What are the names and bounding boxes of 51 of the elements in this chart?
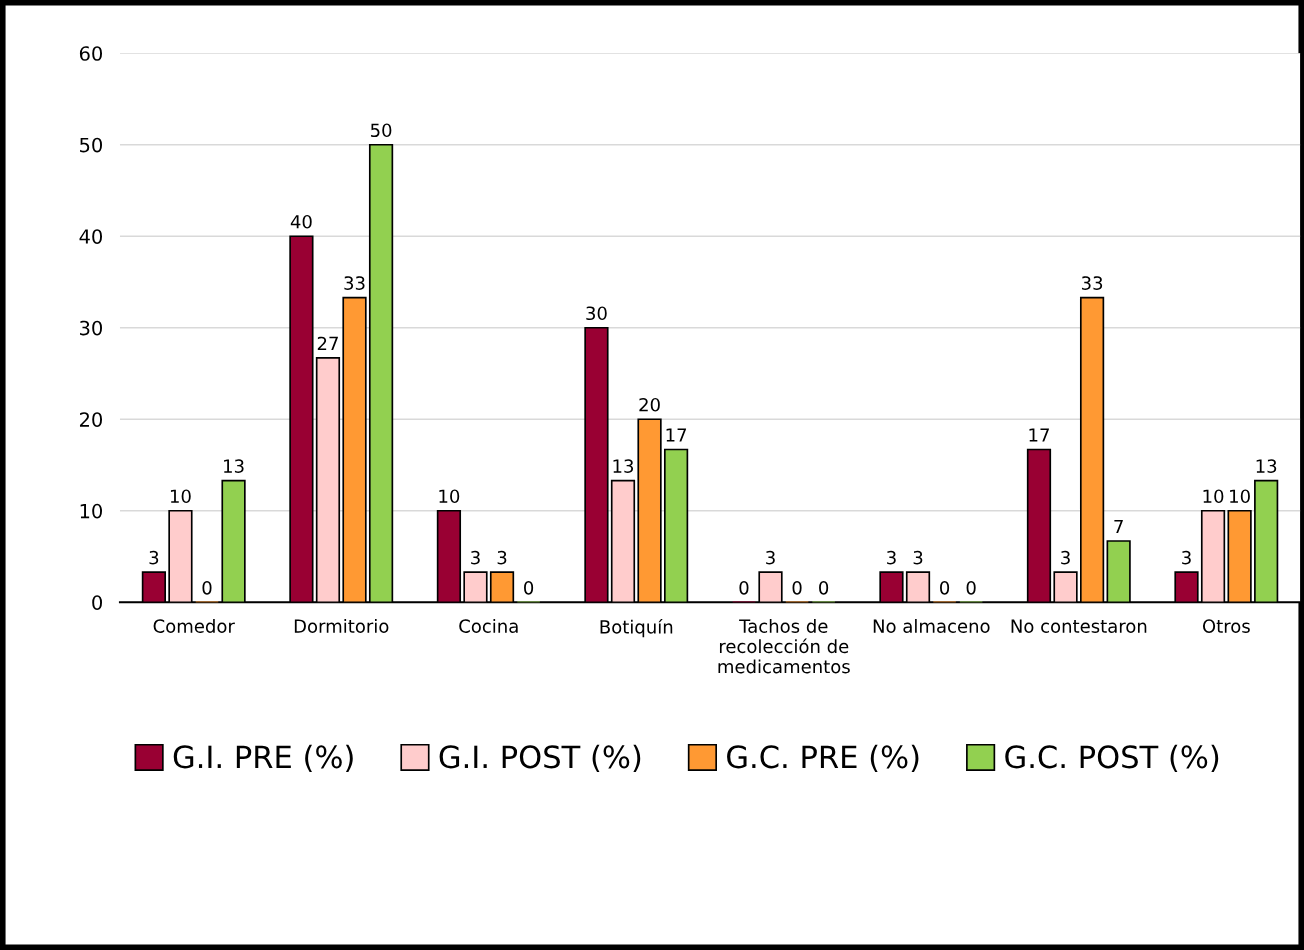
data-label: 33: [1081, 276, 1103, 290]
y-tick-label: 40: [79, 229, 103, 244]
data-label: 0: [819, 580, 829, 595]
y-tick-label: 20: [79, 412, 103, 427]
legend-label: G.C. POST (%): [1005, 744, 1219, 772]
x-tick-label: Botiquín: [600, 618, 673, 638]
data-label: 10: [170, 489, 191, 504]
data-label: 3: [1182, 550, 1191, 565]
data-label: 3: [1061, 550, 1070, 565]
data-label: 27: [317, 336, 338, 351]
data-label: 17: [666, 428, 687, 442]
x-tick-label: Comedor: [153, 618, 235, 633]
data-label: 0: [524, 580, 534, 595]
data-label: 10: [439, 489, 460, 504]
y-tick-label: 0: [92, 595, 103, 610]
data-label: 13: [224, 459, 244, 473]
data-label: 0: [966, 580, 976, 595]
y-tick-label: 50: [80, 137, 103, 153]
x-tick-label: Otros: [1202, 619, 1250, 633]
data-label: 13: [613, 459, 634, 473]
y-tick-label: 30: [80, 320, 103, 336]
data-label: 3: [913, 550, 923, 565]
x-tick-label: No contestaron: [1011, 619, 1147, 633]
data-label: 10: [1230, 489, 1250, 504]
data-label: 50: [370, 123, 392, 138]
data-label: 30: [586, 306, 607, 321]
data-label: 7: [1114, 519, 1123, 534]
data-label: 40: [290, 214, 312, 229]
x-tick-label: Dormitorio: [294, 618, 389, 633]
y-tick-label: 60: [79, 46, 103, 61]
legend-label: G.C. PRE (%): [727, 744, 919, 772]
data-label: 20: [639, 397, 660, 412]
legend-label: G.I. POST (%): [439, 744, 641, 772]
data-label: 33: [344, 276, 365, 290]
data-label: 0: [792, 580, 802, 595]
x-tick-label: Cocina: [459, 618, 518, 633]
x-tick-label: Tachos de recolección de medicamentos: [718, 618, 850, 674]
data-label: 3: [497, 550, 507, 565]
data-label: 17: [1029, 428, 1049, 442]
data-label: 0: [202, 580, 212, 595]
x-tick-label: No almaceno: [873, 618, 990, 633]
data-label: 13: [1256, 459, 1277, 473]
data-label: 3: [766, 550, 775, 565]
data-label: 10: [1203, 489, 1224, 504]
data-label: 0: [940, 580, 950, 595]
y-tick-label: 10: [80, 503, 103, 519]
data-label: 0: [739, 580, 749, 595]
data-label: 3: [149, 550, 159, 565]
data-label: 3: [471, 550, 480, 565]
data-label: 3: [887, 550, 896, 565]
legend-label: G.I. PRE (%): [173, 744, 353, 772]
